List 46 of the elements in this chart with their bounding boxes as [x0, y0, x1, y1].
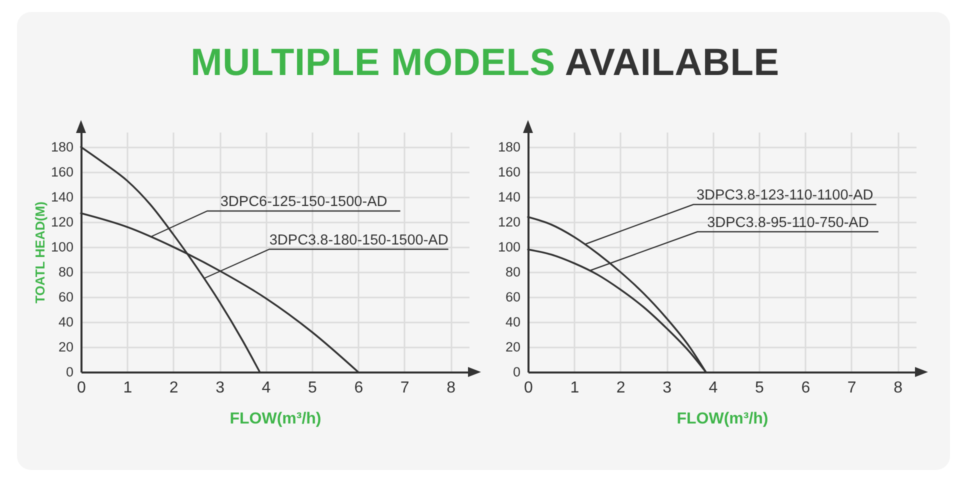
y-tick-label: 0	[66, 364, 74, 380]
y-tick-label: 80	[505, 264, 520, 280]
x-tick-label: 1	[570, 380, 580, 396]
x-tick-label: 6	[801, 380, 810, 396]
y-tick-label: 120	[50, 214, 74, 230]
x-tick-label: 4	[708, 380, 718, 396]
x-tick-label: 7	[400, 380, 410, 396]
x-tick-label: 8	[894, 380, 903, 396]
y-tick-label: 60	[58, 290, 74, 304]
y-tick-label: 40	[505, 314, 520, 330]
x-tick-label: 4	[262, 380, 271, 396]
y-axis-title: TOATL HEAD(M)	[32, 202, 48, 304]
y-tick-label: 80	[58, 264, 74, 280]
y-tick-label: 0	[512, 364, 520, 380]
x-tick-label: 6	[354, 380, 364, 396]
y-tick-label: 160	[498, 164, 520, 180]
y-tick-label: 180	[498, 140, 520, 154]
x-tick-label: 5	[308, 380, 317, 396]
annotation: 3DPC6-125-150-1500-AD	[220, 194, 388, 210]
x-axis-title: FLOW(m³/h)	[676, 410, 768, 428]
chart-title: MULTIPLE MODELS AVAILABLE	[190, 42, 780, 84]
x-tick-label: 3	[662, 380, 672, 396]
x-tick-label: 2	[169, 380, 178, 396]
x-axis-title: FLOW(m³/h)	[230, 410, 322, 428]
y-tick-label: 20	[505, 340, 520, 354]
y-tick-label: 40	[58, 314, 74, 330]
x-tick-label: 3	[216, 380, 225, 396]
y-tick-label: 60	[505, 290, 520, 304]
y-tick-label: 120	[498, 214, 520, 230]
x-tick-label: 5	[755, 380, 764, 396]
y-tick-label: 180	[50, 140, 74, 154]
y-tick-label: 140	[498, 190, 520, 204]
x-tick-label: 2	[616, 380, 626, 396]
annotation: 3DPC3.8-180-150-1500-AD	[269, 232, 448, 248]
y-tick-label: 100	[50, 240, 74, 254]
y-tick-label: 160	[50, 164, 74, 180]
y-tick-label: 100	[498, 240, 520, 254]
x-tick-label: 8	[446, 380, 456, 396]
annotation: 3DPC3.8-123-110-1100-AD	[696, 188, 874, 204]
y-tick-label: 20	[58, 340, 74, 354]
x-tick-label: 7	[847, 380, 856, 396]
y-tick-label: 140	[50, 190, 74, 204]
x-tick-label: 1	[123, 380, 132, 396]
x-tick-label: 0	[524, 380, 534, 396]
x-tick-label: 0	[77, 380, 86, 396]
annotation: 3DPC3.8-95-110-750-AD	[707, 214, 869, 231]
